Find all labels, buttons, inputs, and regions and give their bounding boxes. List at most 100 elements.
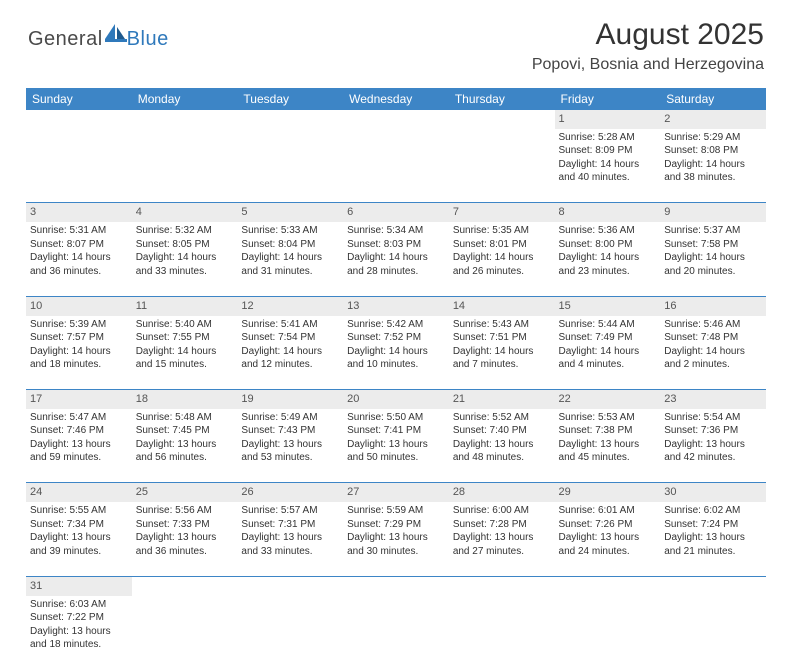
day-cell: Sunrise: 5:40 AMSunset: 7:55 PMDaylight:… (132, 316, 238, 390)
sunset-line: Sunset: 7:36 PM (664, 424, 762, 438)
daylight-line-2: and 40 minutes. (559, 171, 657, 185)
day-number-cell: 19 (237, 390, 343, 409)
sunset-line: Sunset: 8:09 PM (559, 144, 657, 158)
day-number-cell: 12 (237, 296, 343, 315)
day-cell: Sunrise: 5:34 AMSunset: 8:03 PMDaylight:… (343, 222, 449, 296)
header: General Blue August 2025 Popovi, Bosnia … (0, 0, 792, 82)
daylight-line: Daylight: 14 hours (664, 158, 762, 172)
weekday-header-row: SundayMondayTuesdayWednesdayThursdayFrid… (26, 88, 766, 110)
sunrise-line: Sunrise: 5:57 AM (241, 504, 339, 518)
day-number-cell (555, 576, 661, 595)
day-number-cell (237, 110, 343, 129)
day-number-row: 24252627282930 (26, 483, 766, 502)
sunrise-line: Sunrise: 5:49 AM (241, 411, 339, 425)
sunrise-line: Sunrise: 5:56 AM (136, 504, 234, 518)
logo-text-dark: General (28, 28, 103, 51)
sunrise-line: Sunrise: 6:01 AM (559, 504, 657, 518)
day-cell: Sunrise: 5:41 AMSunset: 7:54 PMDaylight:… (237, 316, 343, 390)
daylight-line: Daylight: 13 hours (559, 531, 657, 545)
day-number-cell (449, 576, 555, 595)
day-number-cell: 23 (660, 390, 766, 409)
daylight-line: Daylight: 13 hours (241, 531, 339, 545)
weekday-header: Friday (555, 88, 661, 110)
sunset-line: Sunset: 7:40 PM (453, 424, 551, 438)
day-cell: Sunrise: 5:55 AMSunset: 7:34 PMDaylight:… (26, 502, 132, 576)
sunrise-line: Sunrise: 5:53 AM (559, 411, 657, 425)
day-number-cell: 10 (26, 296, 132, 315)
sunrise-line: Sunrise: 5:50 AM (347, 411, 445, 425)
day-cell (449, 596, 555, 670)
day-number-cell: 22 (555, 390, 661, 409)
day-content-row: Sunrise: 5:47 AMSunset: 7:46 PMDaylight:… (26, 409, 766, 483)
sunset-line: Sunset: 7:55 PM (136, 331, 234, 345)
daylight-line-2: and 27 minutes. (453, 545, 551, 559)
day-cell: Sunrise: 5:53 AMSunset: 7:38 PMDaylight:… (555, 409, 661, 483)
daylight-line-2: and 42 minutes. (664, 451, 762, 465)
weekday-header: Saturday (660, 88, 766, 110)
daylight-line: Daylight: 14 hours (559, 251, 657, 265)
sunrise-line: Sunrise: 5:47 AM (30, 411, 128, 425)
day-number-cell (26, 110, 132, 129)
sunset-line: Sunset: 7:41 PM (347, 424, 445, 438)
sunset-line: Sunset: 7:29 PM (347, 518, 445, 532)
day-cell: Sunrise: 5:48 AMSunset: 7:45 PMDaylight:… (132, 409, 238, 483)
sunset-line: Sunset: 7:26 PM (559, 518, 657, 532)
daylight-line: Daylight: 14 hours (241, 345, 339, 359)
day-cell: Sunrise: 5:57 AMSunset: 7:31 PMDaylight:… (237, 502, 343, 576)
sunrise-line: Sunrise: 5:42 AM (347, 318, 445, 332)
daylight-line-2: and 53 minutes. (241, 451, 339, 465)
daylight-line: Daylight: 14 hours (241, 251, 339, 265)
daylight-line-2: and 26 minutes. (453, 265, 551, 279)
sunrise-line: Sunrise: 5:54 AM (664, 411, 762, 425)
daylight-line: Daylight: 13 hours (136, 531, 234, 545)
sunset-line: Sunset: 7:54 PM (241, 331, 339, 345)
sunset-line: Sunset: 7:38 PM (559, 424, 657, 438)
sunset-line: Sunset: 7:33 PM (136, 518, 234, 532)
day-cell: Sunrise: 6:02 AMSunset: 7:24 PMDaylight:… (660, 502, 766, 576)
sunset-line: Sunset: 8:08 PM (664, 144, 762, 158)
logo-text-blue: Blue (127, 28, 169, 51)
day-cell: Sunrise: 5:39 AMSunset: 7:57 PMDaylight:… (26, 316, 132, 390)
day-content-row: Sunrise: 5:39 AMSunset: 7:57 PMDaylight:… (26, 316, 766, 390)
day-number-cell: 4 (132, 203, 238, 222)
sunset-line: Sunset: 8:04 PM (241, 238, 339, 252)
sunrise-line: Sunrise: 5:29 AM (664, 131, 762, 145)
sunset-line: Sunset: 7:49 PM (559, 331, 657, 345)
day-cell: Sunrise: 5:44 AMSunset: 7:49 PMDaylight:… (555, 316, 661, 390)
daylight-line: Daylight: 13 hours (453, 438, 551, 452)
sunrise-line: Sunrise: 6:00 AM (453, 504, 551, 518)
daylight-line: Daylight: 13 hours (347, 531, 445, 545)
day-cell (132, 129, 238, 203)
day-cell (555, 596, 661, 670)
day-number-cell: 28 (449, 483, 555, 502)
day-content-row: Sunrise: 6:03 AMSunset: 7:22 PMDaylight:… (26, 596, 766, 670)
daylight-line: Daylight: 13 hours (453, 531, 551, 545)
day-cell: Sunrise: 6:03 AMSunset: 7:22 PMDaylight:… (26, 596, 132, 670)
sunset-line: Sunset: 8:05 PM (136, 238, 234, 252)
daylight-line-2: and 20 minutes. (664, 265, 762, 279)
daylight-line-2: and 18 minutes. (30, 638, 128, 652)
day-cell: Sunrise: 5:32 AMSunset: 8:05 PMDaylight:… (132, 222, 238, 296)
daylight-line: Daylight: 13 hours (664, 531, 762, 545)
calendar-table: SundayMondayTuesdayWednesdayThursdayFrid… (26, 88, 766, 670)
day-cell: Sunrise: 5:49 AMSunset: 7:43 PMDaylight:… (237, 409, 343, 483)
day-cell: Sunrise: 5:54 AMSunset: 7:36 PMDaylight:… (660, 409, 766, 483)
sunrise-line: Sunrise: 6:03 AM (30, 598, 128, 612)
daylight-line: Daylight: 13 hours (30, 438, 128, 452)
daylight-line-2: and 7 minutes. (453, 358, 551, 372)
day-cell: Sunrise: 6:01 AMSunset: 7:26 PMDaylight:… (555, 502, 661, 576)
sunset-line: Sunset: 7:51 PM (453, 331, 551, 345)
day-number-cell: 9 (660, 203, 766, 222)
day-number-cell: 7 (449, 203, 555, 222)
daylight-line-2: and 33 minutes. (241, 545, 339, 559)
daylight-line: Daylight: 14 hours (664, 345, 762, 359)
day-cell: Sunrise: 5:35 AMSunset: 8:01 PMDaylight:… (449, 222, 555, 296)
day-cell (660, 596, 766, 670)
day-number-row: 31 (26, 576, 766, 595)
day-cell: Sunrise: 5:52 AMSunset: 7:40 PMDaylight:… (449, 409, 555, 483)
day-number-cell: 2 (660, 110, 766, 129)
sunrise-line: Sunrise: 5:55 AM (30, 504, 128, 518)
day-number-cell: 15 (555, 296, 661, 315)
daylight-line-2: and 30 minutes. (347, 545, 445, 559)
day-number-cell: 3 (26, 203, 132, 222)
